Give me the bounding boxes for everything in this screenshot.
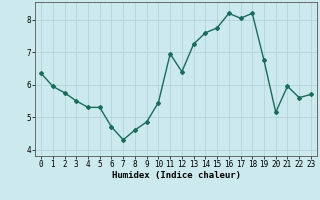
X-axis label: Humidex (Indice chaleur): Humidex (Indice chaleur) (111, 171, 241, 180)
